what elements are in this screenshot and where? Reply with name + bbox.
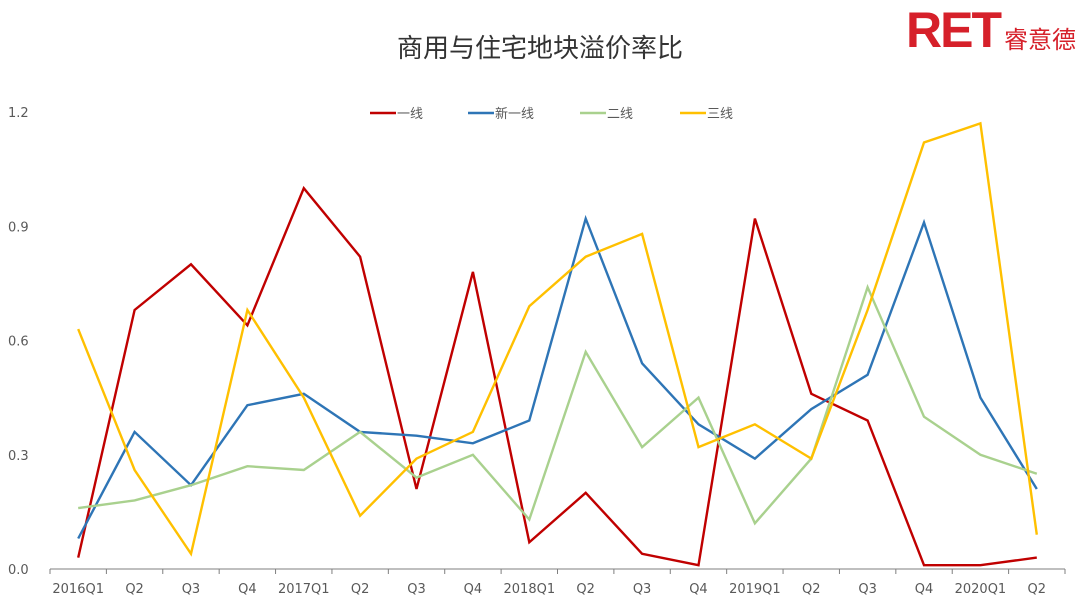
x-tick-label: Q4: [464, 582, 483, 597]
legend-label: 三线: [707, 107, 733, 122]
x-tick-label: Q4: [238, 582, 257, 597]
chart-axes: 2016Q1 Q2 Q3 Q4 2017Q1 Q2 Q3 Q4 2018Q1 Q2 Q3 Q4 2019…: [8, 106, 1066, 597]
series-line-三线: [77, 121, 1038, 557]
x-tick-label: Q2: [576, 582, 595, 597]
x-tick-label: Q2: [1028, 582, 1047, 597]
y-tick-label: 0.6: [8, 335, 29, 350]
y-tick-label: 0.3: [8, 449, 29, 464]
y-tick-label: 0.9: [8, 220, 29, 235]
x-tick-label: Q3: [182, 582, 201, 597]
series-line-一线: [77, 185, 1037, 567]
x-tick-label: Q4: [915, 582, 934, 597]
x-tick-label: 2016Q1: [52, 582, 104, 597]
logo-chinese-text: 睿意德: [1004, 25, 1076, 54]
y-tick-label: 0.0: [8, 563, 29, 578]
legend-label: 二线: [607, 107, 633, 122]
series-layer: [77, 121, 1038, 567]
legend-label: 新一线: [495, 106, 534, 122]
series-line-二线: [78, 283, 1038, 526]
x-tick-label: 2020Q1: [955, 582, 1007, 597]
x-tick-label: Q4: [689, 582, 708, 597]
y-tick-label: 1.2: [8, 106, 29, 121]
chart-legend: 一线 新一线 二线 三线: [370, 106, 733, 122]
x-tick-label: Q2: [802, 582, 821, 597]
logo-text: RET: [906, 2, 1002, 58]
legend-label: 一线: [397, 107, 423, 122]
x-tick-label: 2018Q1: [504, 582, 556, 597]
chart-title: 商用与住宅地块溢价率比: [396, 34, 683, 64]
x-tick-label: Q2: [351, 582, 370, 597]
ret-logo: RET 睿意德: [906, 0, 1076, 60]
x-tick-label: Q2: [125, 582, 144, 597]
x-tick-label: Q3: [858, 582, 877, 597]
x-tick-label: Q3: [633, 582, 652, 597]
series-line-新一线: [77, 214, 1038, 540]
x-tick-label: Q3: [407, 582, 426, 597]
x-tick-label: 2017Q1: [278, 582, 330, 597]
x-tick-label: 2019Q1: [729, 582, 781, 597]
